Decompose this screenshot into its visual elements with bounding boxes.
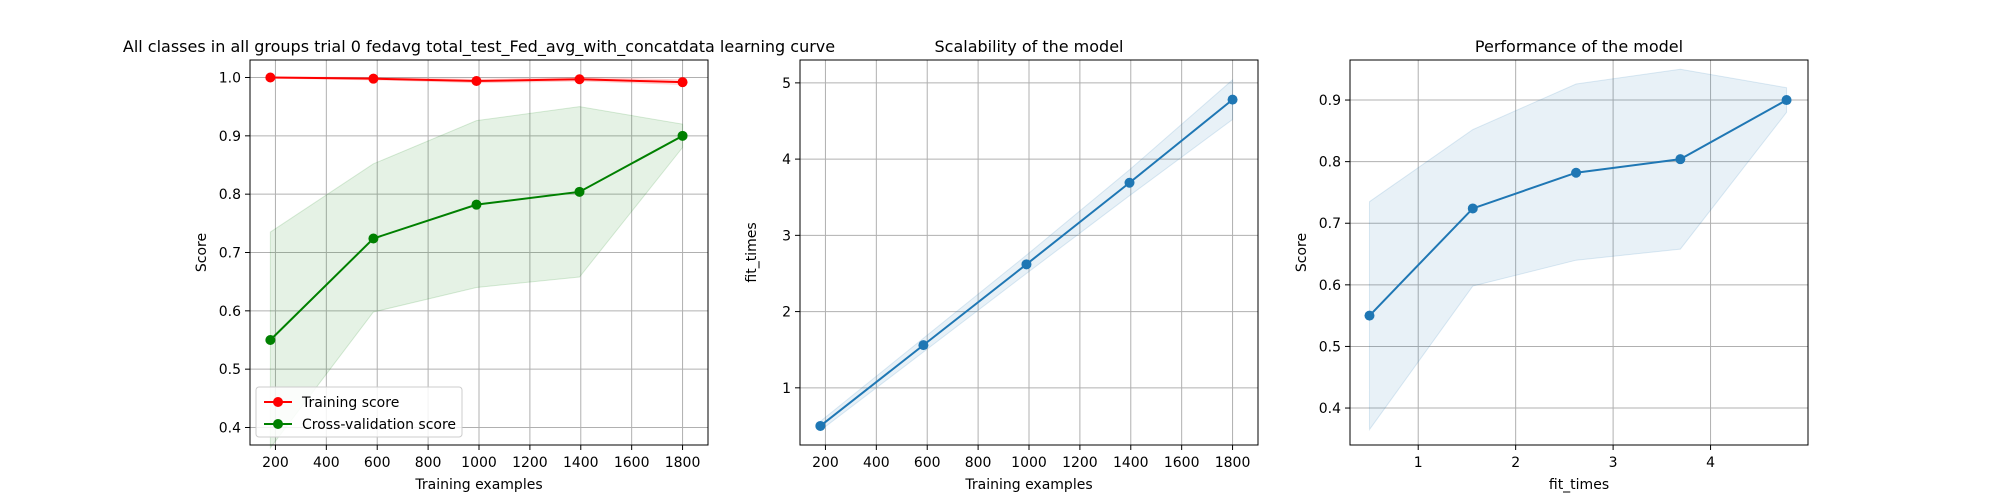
y-tick-label: 1	[782, 381, 791, 397]
y-tick-label: 0.4	[219, 421, 241, 437]
y-tick-label: 4	[782, 152, 791, 168]
grid	[800, 60, 1258, 445]
x-axis: 200 400 600 800 1000 1200 1400 1600 1800	[262, 445, 700, 471]
x-tick-label: 1800	[665, 455, 701, 471]
x-tick-label: 1	[1414, 455, 1423, 471]
y-axis: 0.4 0.5 0.6 0.7 0.8 0.9 1.0	[219, 71, 250, 437]
y-tick-label: 0.5	[219, 362, 241, 378]
data-point	[1675, 154, 1686, 165]
data-point	[574, 74, 585, 85]
data-point	[1124, 177, 1135, 188]
chart-panel-1: 200 400 600 800 1000 1200 1400 1600 18000.40.50.…	[123, 37, 835, 493]
x-tick-label: 1000	[461, 455, 497, 471]
x-tick-label: 400	[313, 455, 340, 471]
data-point	[471, 76, 482, 86]
series-cross-validation-score	[265, 106, 688, 450]
x-tick-label: 1600	[614, 455, 650, 471]
x-axis: 1 2 3 4	[1414, 445, 1715, 471]
data-point	[1364, 310, 1375, 321]
y-axis: 1 2 3 4 5	[782, 76, 800, 397]
x-tick-label: 3	[1609, 455, 1618, 471]
x-tick-label: 4	[1706, 455, 1715, 471]
y-tick-label: 0.6	[219, 304, 241, 320]
grid	[250, 60, 708, 445]
x-tick-label: 2	[1511, 455, 1520, 471]
y-axis: 0.4 0.5 0.6 0.7 0.8 0.9	[1319, 93, 1350, 417]
x-tick-label: 1200	[1062, 455, 1098, 471]
data-point	[265, 72, 276, 83]
chart-title: Performance of the model	[1475, 37, 1683, 56]
chart-title: Scalability of the model	[935, 37, 1124, 56]
x-tick-label: 800	[415, 455, 442, 471]
x-tick-label: 1400	[563, 455, 599, 471]
data-point	[1227, 94, 1238, 105]
x-axis-label: fit_times	[1549, 477, 1609, 493]
data-point	[1467, 203, 1478, 214]
x-tick-label: 200	[812, 455, 839, 471]
y-tick-label: 5	[782, 76, 791, 92]
data-point	[815, 420, 826, 431]
data-point	[1571, 167, 1582, 178]
series-series-1	[1364, 68, 1792, 432]
chart-title: All classes in all groups trial 0 fedavg…	[123, 37, 835, 57]
y-tick-label: 0.8	[1319, 155, 1341, 171]
x-tick-label: 1800	[1215, 455, 1251, 471]
x-axis-label: Training examples	[414, 477, 542, 493]
x-axis-label: Training examples	[964, 477, 1092, 493]
y-axis-label: Score	[194, 233, 210, 272]
series-series-1	[815, 78, 1238, 432]
y-tick-label: 1.0	[219, 71, 241, 87]
x-tick-label: 1200	[512, 455, 548, 471]
legend-marker	[273, 397, 283, 407]
y-tick-label: 0.9	[1319, 93, 1341, 109]
chart-panels: 200 400 600 800 1000 1200 1400 1600 18000.40.50.…	[123, 37, 1809, 493]
data-point	[574, 186, 585, 197]
legend-label: Training score	[301, 395, 399, 411]
data-point	[368, 233, 379, 244]
x-tick-label: 800	[965, 455, 992, 471]
y-tick-label: 3	[782, 228, 791, 244]
y-tick-label: 0.5	[1319, 339, 1341, 355]
grid	[1350, 60, 1808, 445]
data-point	[265, 335, 276, 345]
series-training-score	[265, 72, 688, 88]
data-point	[368, 73, 379, 84]
x-tick-label: 400	[863, 455, 890, 471]
data-point	[677, 77, 688, 88]
data-point	[918, 340, 929, 351]
chart-panel-3: 1 2 3 4 0.4 0.5 0.6 0.7 0.8 0.9 fit_times Score Perf…	[1294, 37, 1809, 493]
y-tick-label: 0.8	[219, 187, 241, 203]
x-tick-label: 1400	[1113, 455, 1149, 471]
y-axis-label: fit_times	[744, 222, 760, 282]
y-tick-label: 0.6	[1319, 278, 1341, 294]
legend-label: Cross-validation score	[302, 417, 456, 433]
x-axis: 200 400 600 800 1000 1200 1400 1600 1800	[812, 445, 1250, 471]
y-tick-label: 0.4	[1319, 401, 1341, 417]
legend-marker	[273, 419, 283, 429]
axes-frame	[1349, 59, 1809, 446]
legend: Training score Cross-validation score	[255, 386, 463, 438]
legend-box	[255, 386, 463, 438]
y-tick-label: 0.9	[219, 129, 241, 145]
data-point	[1781, 95, 1792, 106]
x-tick-label: 1000	[1011, 455, 1047, 471]
data-point	[677, 130, 688, 141]
x-tick-label: 1600	[1164, 455, 1200, 471]
data-point	[471, 199, 482, 210]
y-axis-label: Score	[1294, 233, 1310, 272]
y-tick-label: 0.7	[1319, 216, 1341, 232]
data-point	[1021, 259, 1032, 270]
x-tick-label: 600	[914, 455, 941, 471]
y-tick-label: 2	[782, 305, 791, 321]
y-tick-label: 0.7	[219, 246, 241, 262]
chart-panel-2: 200 400 600 800 1000 1200 1400 1600 1800 1 2 3 4 5 Tra…	[744, 37, 1259, 493]
x-tick-label: 200	[262, 455, 289, 471]
x-tick-label: 600	[364, 455, 391, 471]
